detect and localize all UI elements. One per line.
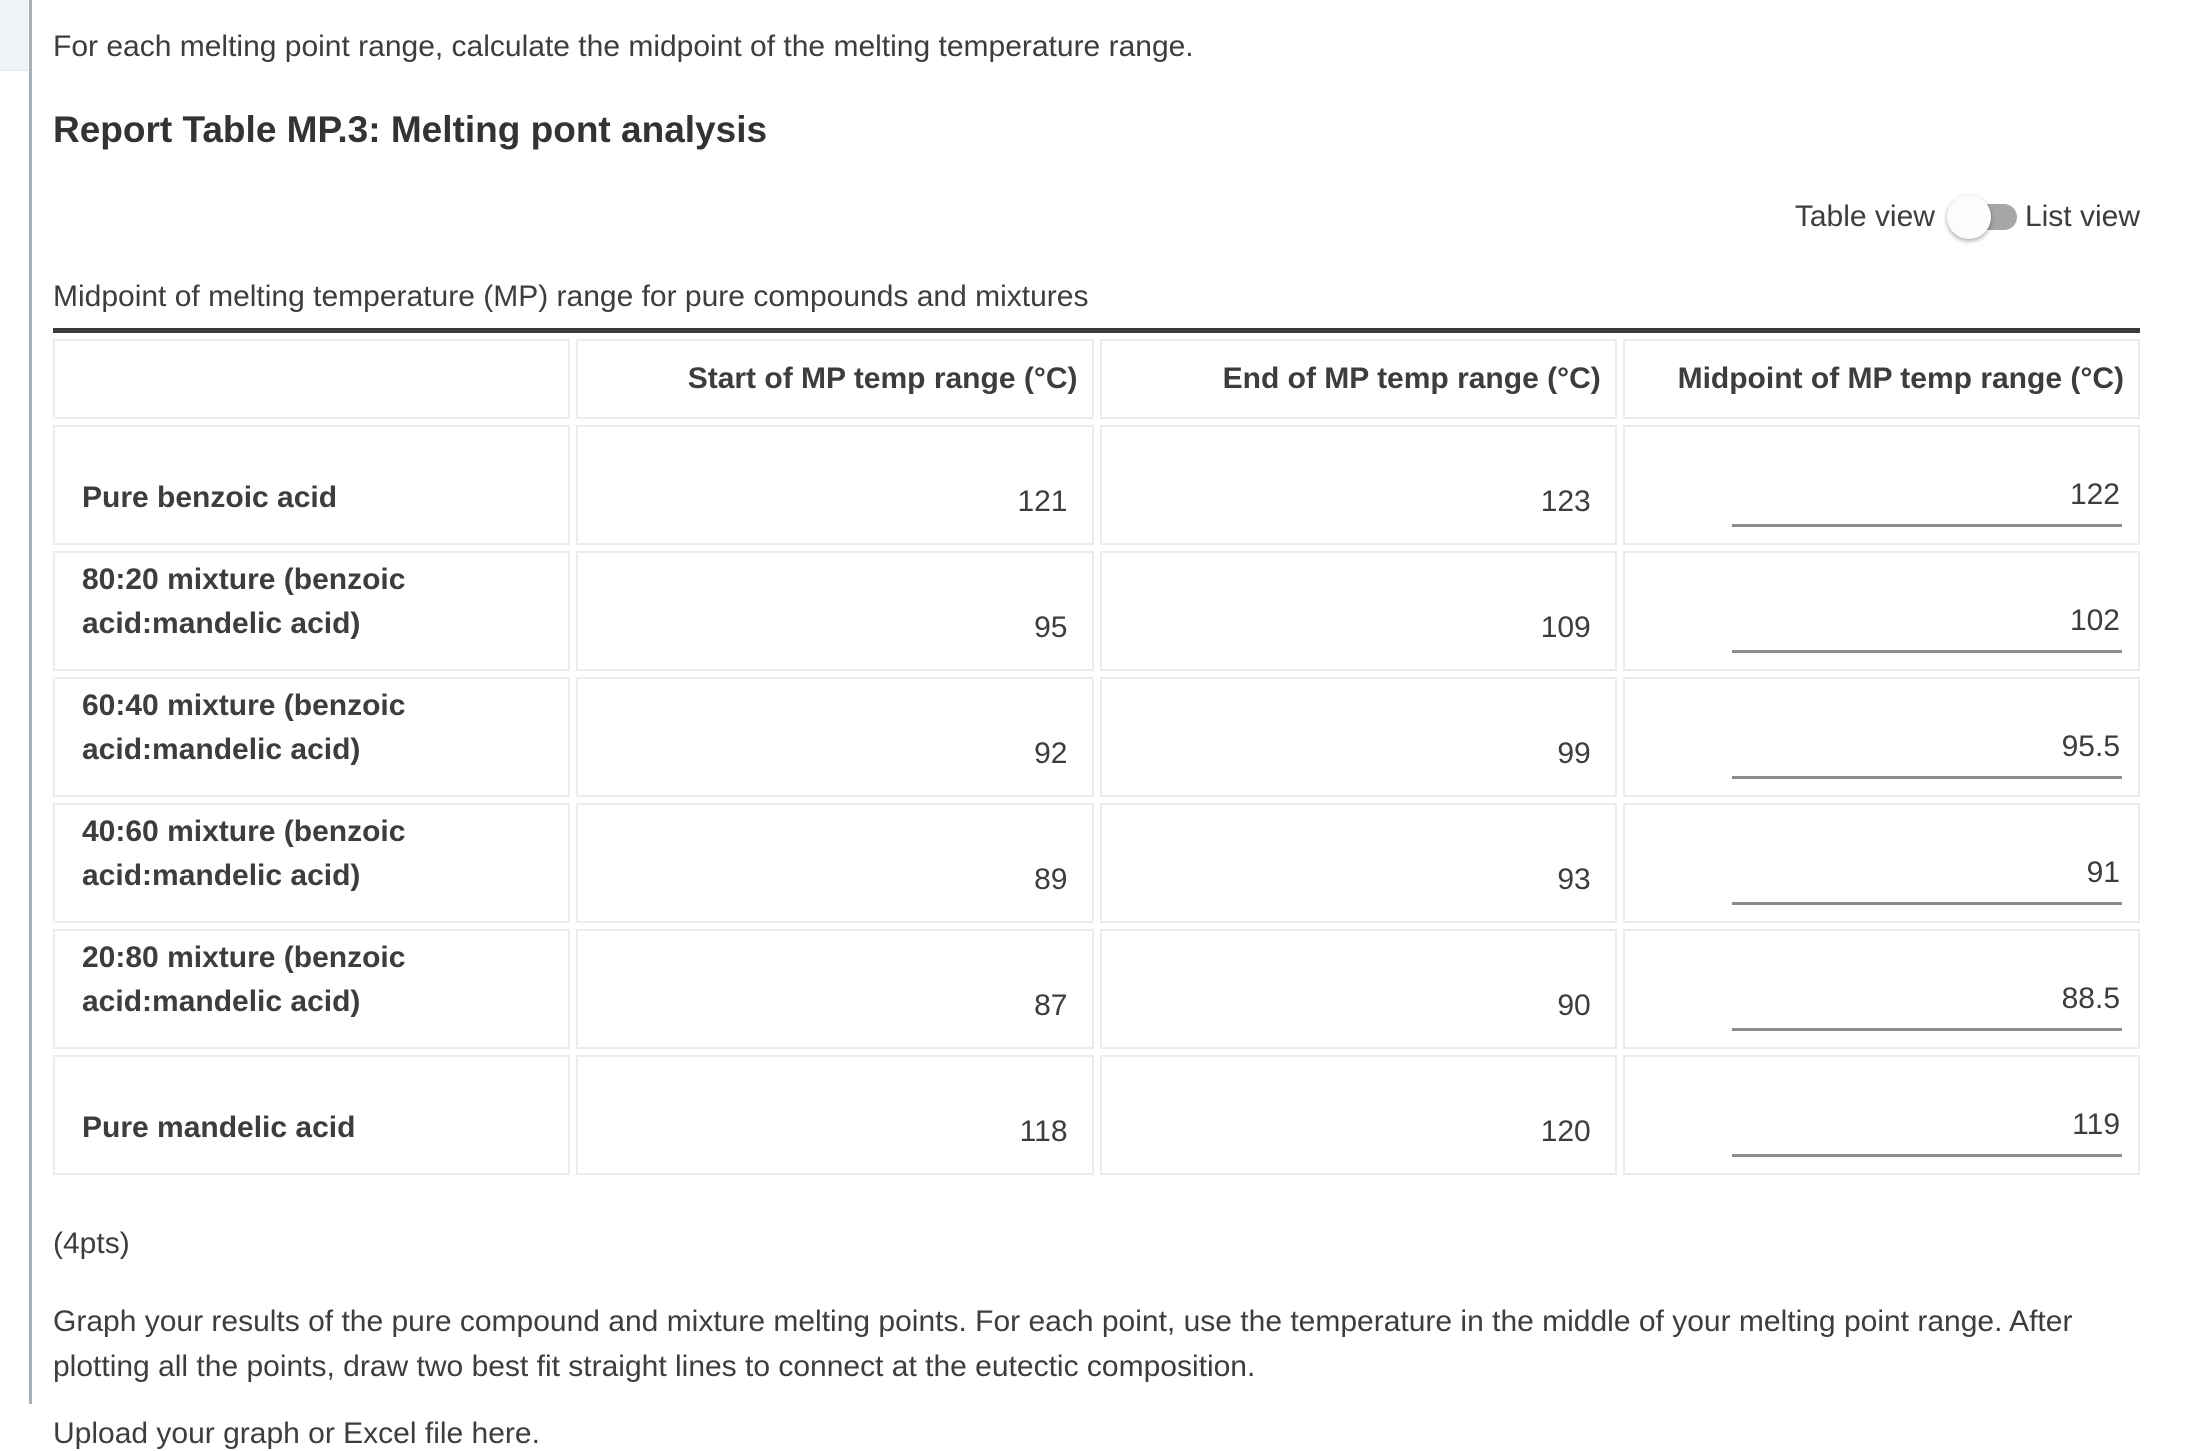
compound-label: 60:40 mixture (benzoic acid:mandelic aci… [82, 689, 406, 766]
midpoint-input[interactable]: 95.5 [1732, 730, 2122, 780]
mp-table-container: Start of MP temp range (°C) End of MP te… [53, 328, 2140, 1181]
table-view-label: Table view [1794, 200, 1935, 234]
report-page: For each melting point range, calculate … [0, 0, 2140, 1451]
table-row: 40:60 mixture (benzoic acid:mandelic aci… [53, 803, 2140, 924]
question-content: For each melting point range, calculate … [53, 0, 2140, 1451]
start-temp-cell: 87 [576, 929, 1094, 1050]
compound-label-cell: 60:40 mixture (benzoic acid:mandelic aci… [53, 677, 571, 798]
compound-label: Pure benzoic acid [82, 480, 338, 514]
end-temp-cell: 90 [1099, 929, 1617, 1050]
compound-label-cell: 80:20 mixture (benzoic acid:mandelic aci… [53, 551, 571, 672]
midpoint-input[interactable]: 119 [1732, 1108, 2122, 1158]
end-temp-cell: 109 [1099, 551, 1617, 672]
end-temp-cell: 120 [1099, 1055, 1617, 1176]
start-temp-cell: 95 [576, 551, 1094, 672]
report-table-title: Report Table MP.3: Melting pont analysis [53, 109, 768, 150]
midpoint-cell: 91 [1622, 803, 2140, 924]
midpoint-cell: 122 [1622, 425, 2140, 546]
view-toggle-row: Table view List view [53, 194, 2140, 240]
start-temp-cell: 92 [576, 677, 1094, 798]
midpoint-input[interactable]: 91 [1732, 856, 2122, 906]
table-row: 80:20 mixture (benzoic acid:mandelic aci… [53, 551, 2140, 672]
table-caption: Midpoint of melting temperature (MP) ran… [53, 280, 1089, 314]
midpoint-input[interactable]: 122 [1732, 478, 2122, 528]
compound-label-cell: Pure mandelic acid [53, 1055, 571, 1176]
end-temp-cell: 123 [1099, 425, 1617, 546]
mp-table: Start of MP temp range (°C) End of MP te… [47, 333, 2146, 1181]
end-temp-cell: 93 [1099, 803, 1617, 924]
header-midpoint-temp: Midpoint of MP temp range (°C) [1622, 339, 2140, 420]
compound-label: 40:60 mixture (benzoic acid:mandelic aci… [82, 815, 406, 892]
start-temp-cell: 89 [576, 803, 1094, 924]
midpoint-cell: 119 [1622, 1055, 2140, 1176]
midpoint-cell: 102 [1622, 551, 2140, 672]
instruction-text: For each melting point range, calculate … [53, 30, 1194, 63]
header-start-temp: Start of MP temp range (°C) [576, 339, 1094, 420]
table-row: 60:40 mixture (benzoic acid:mandelic aci… [53, 677, 2140, 798]
header-end-temp: End of MP temp range (°C) [1099, 339, 1617, 420]
table-row: Pure benzoic acid 121 123 122 [53, 425, 2140, 546]
compound-label: 20:80 mixture (benzoic acid:mandelic aci… [82, 941, 406, 1018]
compound-label: 80:20 mixture (benzoic acid:mandelic aci… [82, 563, 406, 640]
start-temp-cell: 118 [576, 1055, 1094, 1176]
compound-label-cell: 20:80 mixture (benzoic acid:mandelic aci… [53, 929, 571, 1050]
midpoint-input[interactable]: 88.5 [1732, 982, 2122, 1032]
toggle-knob-icon [1946, 195, 1991, 240]
compound-label: Pure mandelic acid [82, 1110, 356, 1144]
header-row: Start of MP temp range (°C) End of MP te… [53, 339, 2140, 420]
end-temp-cell: 99 [1099, 677, 1617, 798]
compound-label-cell: Pure benzoic acid [53, 425, 571, 546]
sidebar-sliver [0, 0, 28, 71]
header-empty-cell [53, 339, 571, 420]
points-note: (4pts) [53, 1227, 130, 1261]
midpoint-input[interactable]: 102 [1732, 604, 2122, 654]
view-toggle-switch[interactable] [1946, 194, 2017, 240]
list-view-label: List view [2024, 200, 2140, 234]
start-temp-cell: 121 [576, 425, 1094, 546]
graph-instruction-text: Graph your results of the pure compound … [53, 1305, 2073, 1384]
midpoint-cell: 88.5 [1622, 929, 2140, 1050]
compound-label-cell: 40:60 mixture (benzoic acid:mandelic aci… [53, 803, 571, 924]
upload-prompt-text: Upload your graph or Excel file here. [53, 1417, 540, 1451]
table-row: Pure mandelic acid 118 120 119 [53, 1055, 2140, 1176]
midpoint-cell: 95.5 [1622, 677, 2140, 798]
table-row: 20:80 mixture (benzoic acid:mandelic aci… [53, 929, 2140, 1050]
question-left-rule [29, 0, 32, 1404]
